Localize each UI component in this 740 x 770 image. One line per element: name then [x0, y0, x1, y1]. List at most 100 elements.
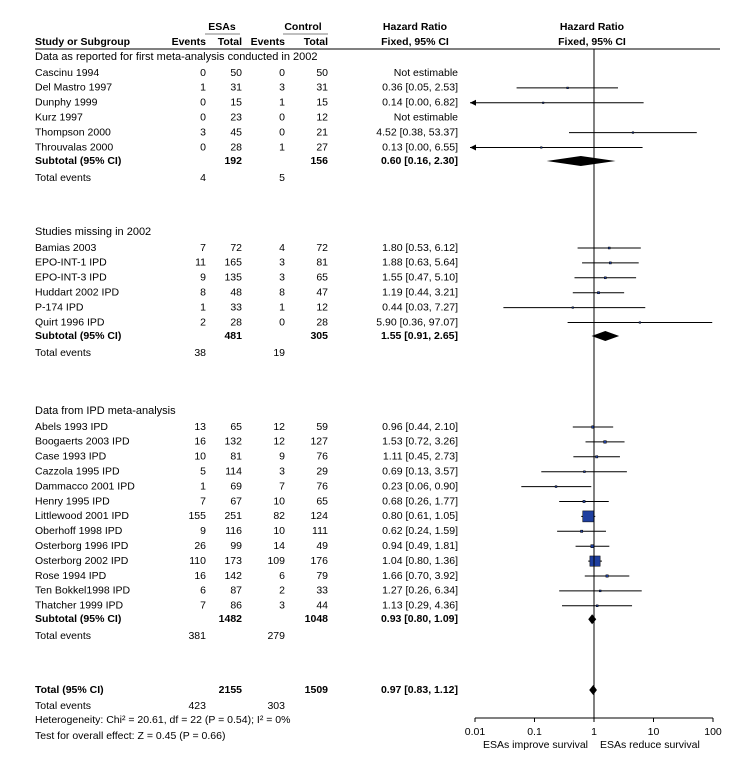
study-ctrl-total: 76 — [316, 480, 328, 492]
study-label: EPO-INT-3 IPD — [35, 272, 107, 284]
study-ctrl-events: 3 — [279, 257, 285, 269]
study-hr-label: 0.36 [0.05, 2.53] — [382, 82, 458, 94]
group-title: Data as reported for first meta-analysis… — [35, 51, 317, 63]
total-events-ctrl-events: 19 — [273, 347, 285, 359]
x-tick-label: 10 — [648, 726, 660, 738]
study-esa-total: 132 — [224, 436, 242, 448]
study-esa-total: 72 — [230, 242, 242, 254]
study-ctrl-total: 50 — [316, 67, 328, 79]
study-ctrl-total: 29 — [316, 465, 328, 477]
group-title: Data from IPD meta-analysis — [35, 405, 176, 417]
study-esa-total: 45 — [230, 126, 242, 138]
ci-arrow — [470, 99, 476, 106]
study-esa-events: 3 — [200, 126, 206, 138]
subtotal-hr-label: 0.93 [0.80, 1.09] — [381, 613, 458, 625]
study-hr-label: 0.23 [0.06, 0.90] — [382, 480, 458, 492]
study-ctrl-total: 81 — [316, 257, 328, 269]
study-hr-label: 0.96 [0.44, 2.10] — [382, 421, 458, 433]
hr-square — [595, 455, 599, 459]
study-label: Cazzola 1995 IPD — [35, 465, 120, 477]
study-hr-label: 0.69 [0.13, 3.57] — [382, 465, 458, 477]
x-tick-label: 0.1 — [527, 726, 542, 738]
study-label: Quirt 1996 IPD — [35, 316, 105, 328]
study-hr-label: 1.19 [0.44, 3.21] — [382, 286, 458, 298]
study-ctrl-total: 111 — [312, 525, 328, 537]
study-esa-events: 0 — [200, 141, 206, 153]
hr-square — [540, 146, 543, 149]
study-label: EPO-INT-1 IPD — [35, 257, 107, 269]
study-ctrl-total: 76 — [316, 451, 328, 463]
study-esa-events: 13 — [194, 421, 206, 433]
study-ctrl-total: 124 — [310, 510, 328, 522]
subtotal-label: Subtotal (95% CI) — [35, 330, 121, 342]
study-ctrl-events: 7 — [279, 480, 285, 492]
hr-square — [580, 529, 584, 533]
total-events-label: Total events — [35, 630, 91, 642]
hr-square — [603, 440, 607, 444]
hr-square — [631, 131, 635, 134]
total-events-ctrl-events: 5 — [279, 172, 285, 184]
hr-square — [571, 306, 574, 309]
study-ctrl-total: 33 — [316, 585, 328, 597]
subtotal-ctrl-total: 156 — [310, 155, 328, 167]
study-label: Huddart 2002 IPD — [35, 286, 119, 298]
study-ctrl-events: 10 — [273, 525, 285, 537]
study-hr-label: 4.52 [0.38, 53.37] — [376, 126, 458, 138]
study-esa-events: 9 — [200, 525, 206, 537]
study-esa-events: 7 — [200, 600, 206, 612]
overall-events-esa-events: 423 — [188, 700, 206, 712]
study-ctrl-total: 12 — [316, 301, 328, 313]
study-hr-label: 1.27 [0.26, 6.34] — [382, 585, 458, 597]
study-esa-total: 31 — [230, 82, 242, 94]
study-esa-events: 8 — [200, 286, 206, 298]
overall-events-label: Total events — [35, 700, 91, 712]
study-esa-events: 26 — [194, 540, 206, 552]
study-ctrl-total: 21 — [316, 126, 328, 138]
hr-square — [582, 510, 594, 523]
study-esa-total: 135 — [224, 272, 242, 284]
subtotal-ctrl-total: 305 — [310, 330, 328, 342]
study-ctrl-total: 127 — [310, 436, 328, 448]
study-esa-events: 7 — [200, 495, 206, 507]
study-ctrl-total: 15 — [316, 97, 328, 109]
study-esa-events: 1 — [200, 480, 206, 492]
x-tick-label: 0.01 — [465, 726, 486, 738]
x-tick-label: 100 — [704, 726, 722, 738]
overall-effect: Test for overall effect: Z = 0.45 (P = 0… — [35, 730, 225, 742]
study-label: Cascinu 1994 — [35, 67, 99, 79]
total-events-esa-events: 38 — [194, 347, 206, 359]
study-hr-label: 1.04 [0.80, 1.36] — [382, 555, 458, 567]
study-hr-label: 0.94 [0.49, 1.81] — [382, 540, 458, 552]
ci-arrow — [470, 144, 476, 151]
study-esa-total: 165 — [224, 257, 242, 269]
hr-method-header: Fixed, 95% CI — [381, 36, 449, 48]
hr-square — [583, 470, 586, 473]
study-esa-events: 5 — [200, 465, 206, 477]
study-esa-total: 28 — [230, 141, 242, 153]
study-esa-total: 33 — [230, 301, 242, 313]
study-ctrl-events: 14 — [273, 540, 285, 552]
study-ctrl-total: 49 — [316, 540, 328, 552]
study-ctrl-events: 1 — [279, 97, 285, 109]
study-ctrl-total: 27 — [316, 141, 328, 153]
plot-method-header: Fixed, 95% CI — [558, 36, 626, 48]
study-esa-events: 2 — [200, 316, 206, 328]
study-label: Boogaerts 2003 IPD — [35, 436, 130, 448]
hr-diamond — [589, 685, 597, 695]
study-ctrl-total: 72 — [316, 242, 328, 254]
study-hr-label: 1.55 [0.47, 5.10] — [382, 272, 458, 284]
study-hr-label: 1.11 [0.45, 2.73] — [383, 451, 458, 463]
hr-square — [590, 544, 595, 549]
study-esa-total: 23 — [230, 111, 242, 123]
study-esa-total: 142 — [224, 570, 242, 582]
hr-square — [595, 604, 599, 607]
study-label: Thatcher 1999 IPD — [35, 600, 124, 612]
hr-square — [582, 500, 586, 503]
study-hr-label: 0.68 [0.26, 1.77] — [382, 495, 458, 507]
study-hr-label: 0.14 [0.00, 6.82] — [382, 97, 458, 109]
x-label-right: ESAs reduce survival — [600, 739, 700, 751]
hr-square — [566, 86, 569, 89]
study-hr-label: 5.90 [0.36, 97.07] — [376, 316, 458, 328]
x-label-left: ESAs improve survival — [483, 739, 588, 751]
study-hr-label: Not estimable — [394, 67, 458, 79]
